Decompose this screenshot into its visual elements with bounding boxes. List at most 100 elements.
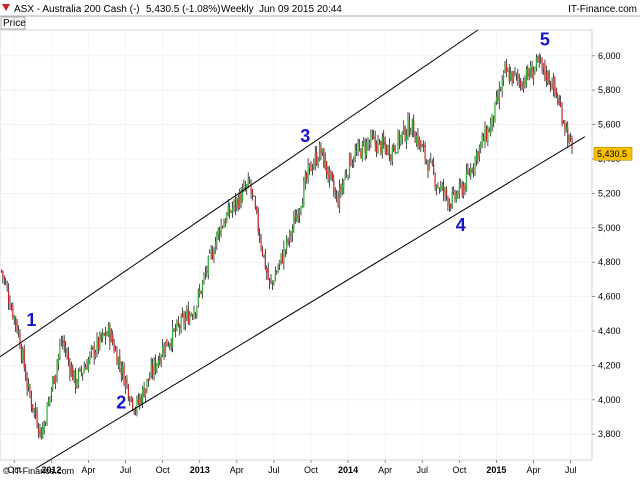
candle-body [461,184,463,196]
candle-body [122,365,124,374]
candle-body [510,72,512,81]
candle-body [537,57,539,60]
candle-body [410,132,412,135]
wave-label: 3 [300,126,310,146]
candle-body [239,190,241,209]
candle-body [149,378,151,381]
x-tick-label: Apr [81,465,95,475]
candle-body [394,148,396,152]
brand-label: IT-Finance.com [568,4,637,15]
candle-body [521,85,523,90]
candle-body [15,316,17,325]
candle-body [353,161,355,162]
candle-body [344,174,346,180]
candle-body [321,149,323,153]
candle-body [70,366,72,376]
wave-label: 4 [456,215,466,235]
candle-body [460,183,462,185]
candle-body [281,254,284,263]
candle-body [27,383,30,387]
candle-body [494,102,496,123]
y-tick-label: 3,800 [598,429,621,439]
price-tab[interactable]: Price [0,16,26,30]
candle-body [226,213,228,223]
x-axis: Oct 2012 Apr Jul Oct 2013 Apr Jul Oct 2014 Apr Jul O… [7,460,576,475]
candle-body [561,107,563,124]
candle-body [89,353,91,360]
candle-body [408,119,411,136]
y-tick-label: 4,000 [598,395,621,405]
candle-body [159,357,161,364]
candle-body [454,191,456,199]
candle-body [440,185,442,191]
candle-body [153,360,155,375]
candle-body [63,340,65,347]
candle-body [223,223,225,229]
candle-body [481,136,483,143]
candle-body [515,73,517,75]
candle-body [280,253,282,261]
candle-body [463,185,465,197]
candle-body [484,127,486,144]
candle-body [139,397,141,404]
candle-body [2,270,4,277]
candle-body [507,69,509,72]
candle-body [511,71,513,83]
candle-body [82,373,84,376]
candle-body [441,184,443,188]
grid [0,30,592,460]
candle-body [260,239,262,248]
candle-body [93,345,95,358]
candle-body [545,72,547,81]
last-price-marker: 5,430.5 [593,146,633,161]
candle-body [385,146,388,155]
candle-body [156,363,158,370]
period-label: Weekly [221,4,254,15]
candle-body [55,374,57,385]
candle-body [565,126,567,132]
candle-body [126,380,128,384]
candle-body [75,369,77,389]
candle-body [53,376,55,384]
candle-body [331,172,333,180]
candle-body [338,186,341,208]
candle-body [163,348,165,354]
candle-body [263,254,265,257]
candle-body [43,422,45,431]
candle-body [150,364,152,377]
candle-body [243,185,245,189]
candle-body [304,175,306,183]
candle-body [388,144,391,159]
candle-body [313,164,315,169]
candle-body [112,334,114,344]
candle-body [303,182,305,206]
candle-body [30,396,32,407]
candle-body [259,234,261,240]
candle-body [340,186,342,192]
candle-body [387,145,389,153]
candle-body [77,370,80,385]
candle-body [220,224,222,235]
candle-body [527,67,529,76]
candle-body [491,113,493,126]
candle-body [311,169,314,171]
candle-body [164,341,167,356]
candle-body [407,119,409,135]
candle-body [236,198,238,206]
candle-body [234,197,236,208]
candle-body [401,131,403,138]
candle-body [525,68,527,87]
candle-body [5,281,7,284]
wave-label: 5 [540,29,550,49]
candle-body [144,388,147,399]
candle-body [200,290,202,294]
candle-body [428,159,430,171]
candle-body [32,404,34,411]
candle-body [434,174,436,187]
candle-body [465,171,468,191]
candle-body [47,399,50,406]
candle-body [564,121,566,129]
candle-body [500,89,502,92]
candle-body [397,132,399,153]
candle-body [393,144,395,151]
